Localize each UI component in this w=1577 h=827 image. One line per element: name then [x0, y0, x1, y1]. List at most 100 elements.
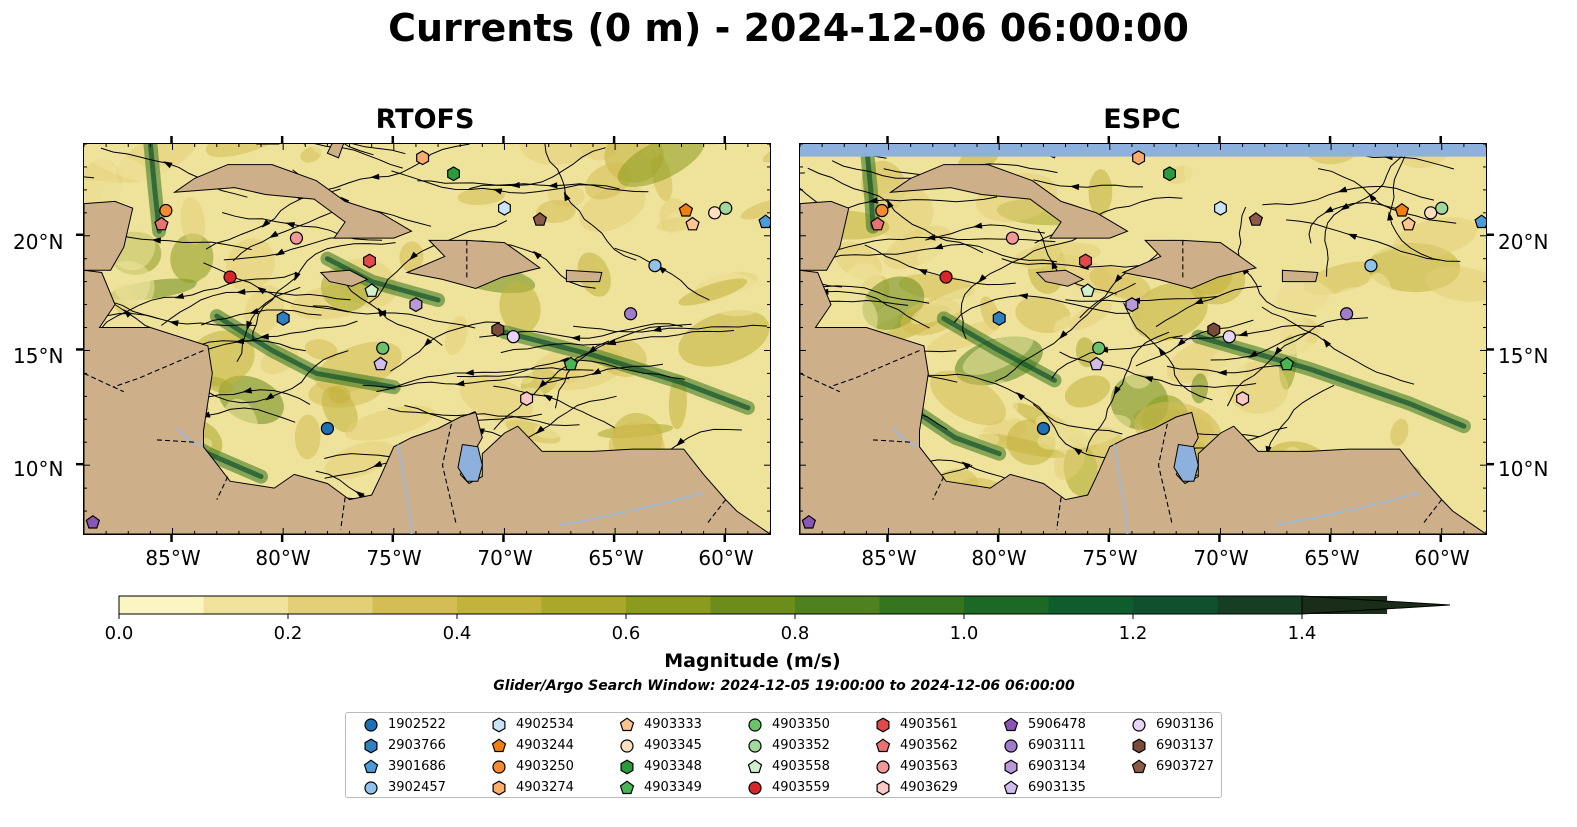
legend-item: 4903352 [746, 738, 830, 754]
streamline [362, 376, 570, 389]
land-hispaniola [1121, 239, 1258, 290]
legend-item: 4903563 [874, 759, 958, 775]
streamline [223, 236, 344, 261]
legend-label: 4903562 [900, 738, 958, 753]
streamline-arrow [676, 437, 685, 447]
legend-item: 6903727 [1130, 759, 1214, 775]
colorbar-segment [964, 596, 1050, 614]
legend-marker-icon [492, 760, 506, 774]
legend-marker-icon [748, 781, 762, 795]
float-marker-4903274 [1132, 150, 1146, 166]
legend-item: 1902522 [362, 717, 446, 733]
float-marker-4902534 [498, 200, 511, 216]
streamline-arrow [1340, 203, 1350, 211]
streamline-arrow [1238, 330, 1248, 337]
streamline [391, 170, 620, 194]
colorbar-segment [879, 596, 965, 614]
float-marker-4903348 [1163, 166, 1176, 182]
float-marker-6903136 [1222, 330, 1236, 344]
legend-marker-icon [748, 739, 762, 753]
streamline-arrow [256, 286, 267, 295]
streamline-arrow [376, 309, 387, 317]
legend-item: 4903274 [490, 780, 574, 796]
river [559, 491, 704, 526]
lon-label-85w-left: 85°W [145, 546, 201, 570]
streamline [201, 309, 322, 326]
country-border [707, 499, 727, 523]
streamline [807, 167, 984, 254]
streamline-arrow [510, 181, 520, 189]
colorbar-segment [372, 596, 458, 614]
float-marker-6903111 [1339, 307, 1354, 321]
map-panel-rtofs[interactable] [83, 143, 771, 535]
float-marker-4903562 [870, 216, 885, 231]
streamline [960, 234, 1084, 340]
legend-marker-icon [620, 739, 634, 753]
colorbar-segment [795, 596, 881, 614]
legend-label: 4903345 [644, 738, 702, 753]
colorbar-segment [119, 596, 205, 614]
legend-label: 4902534 [516, 717, 574, 732]
streamline-arrow [563, 191, 571, 202]
legend-item: 6903136 [1130, 717, 1214, 733]
colorbar-tick-4: 0.8 [780, 623, 810, 644]
land-bahamas [326, 144, 344, 159]
streamline [1051, 335, 1183, 379]
float-marker-2903766 [992, 310, 1006, 326]
lake-maracaibo [1173, 443, 1199, 482]
streamline [193, 389, 311, 405]
legend-marker-1902522 [364, 718, 378, 732]
streamline-arrow [1069, 183, 1080, 191]
streamline [344, 144, 374, 156]
streamline [554, 323, 692, 409]
country-border [828, 349, 920, 388]
colorbar-tick-1: 0.2 [273, 623, 303, 644]
streamline-arrow [926, 234, 936, 241]
float-marker-6903727 [532, 212, 548, 226]
float-marker-4902534 [1214, 200, 1227, 216]
river [397, 444, 413, 534]
streamline-arrow [174, 292, 185, 299]
lon-label-65w-right: 65°W [1304, 546, 1360, 570]
legend-marker-4903244 [491, 738, 507, 753]
legend-item: 4903559 [746, 780, 830, 796]
colorbar-tick-7: 1.4 [1287, 623, 1317, 644]
float-marker-6903135 [373, 356, 388, 371]
legend-marker-3901686 [363, 759, 379, 774]
streamline-arrow [151, 237, 161, 244]
streamline-arrow [933, 243, 944, 250]
legend-marker-icon [363, 759, 379, 774]
legend-item: 4903244 [490, 738, 574, 754]
legend-item: 4902534 [490, 717, 574, 733]
legend-item: 6903135 [1002, 780, 1086, 796]
country-border [800, 372, 841, 393]
float-marker-5906478 [85, 514, 101, 529]
streamline [161, 290, 351, 326]
streamline [232, 211, 333, 262]
streamline [994, 282, 1136, 383]
streamline-arrow [887, 199, 894, 209]
float-marker-4903562 [154, 216, 169, 231]
legend-item: 4903558 [746, 759, 830, 775]
float-marker-3902457 [648, 258, 662, 273]
lon-label-85w-right: 85°W [861, 546, 917, 570]
legend-marker-4903561 [876, 717, 890, 733]
axis-ticks [800, 144, 1486, 534]
streamline [368, 220, 508, 304]
float-marker-4903558 [1080, 283, 1095, 297]
streamline-arrow [269, 230, 279, 238]
legend-marker-4903629 [876, 780, 890, 796]
current-jet-core [502, 329, 751, 411]
streamline [544, 144, 637, 261]
map-panel-espc[interactable] [799, 143, 1487, 535]
legend-marker-4903559 [748, 781, 762, 795]
float-marker-4903563 [289, 231, 304, 245]
streamline-arrow [1113, 386, 1121, 396]
legend-marker-4903350 [748, 718, 762, 732]
float-marker-4903563 [1005, 231, 1020, 245]
streamline [199, 340, 306, 353]
float-marker-4903244 [1394, 202, 1410, 217]
colorbar [118, 595, 1451, 619]
legend-label: 4903348 [644, 759, 702, 774]
streamline [99, 272, 297, 331]
